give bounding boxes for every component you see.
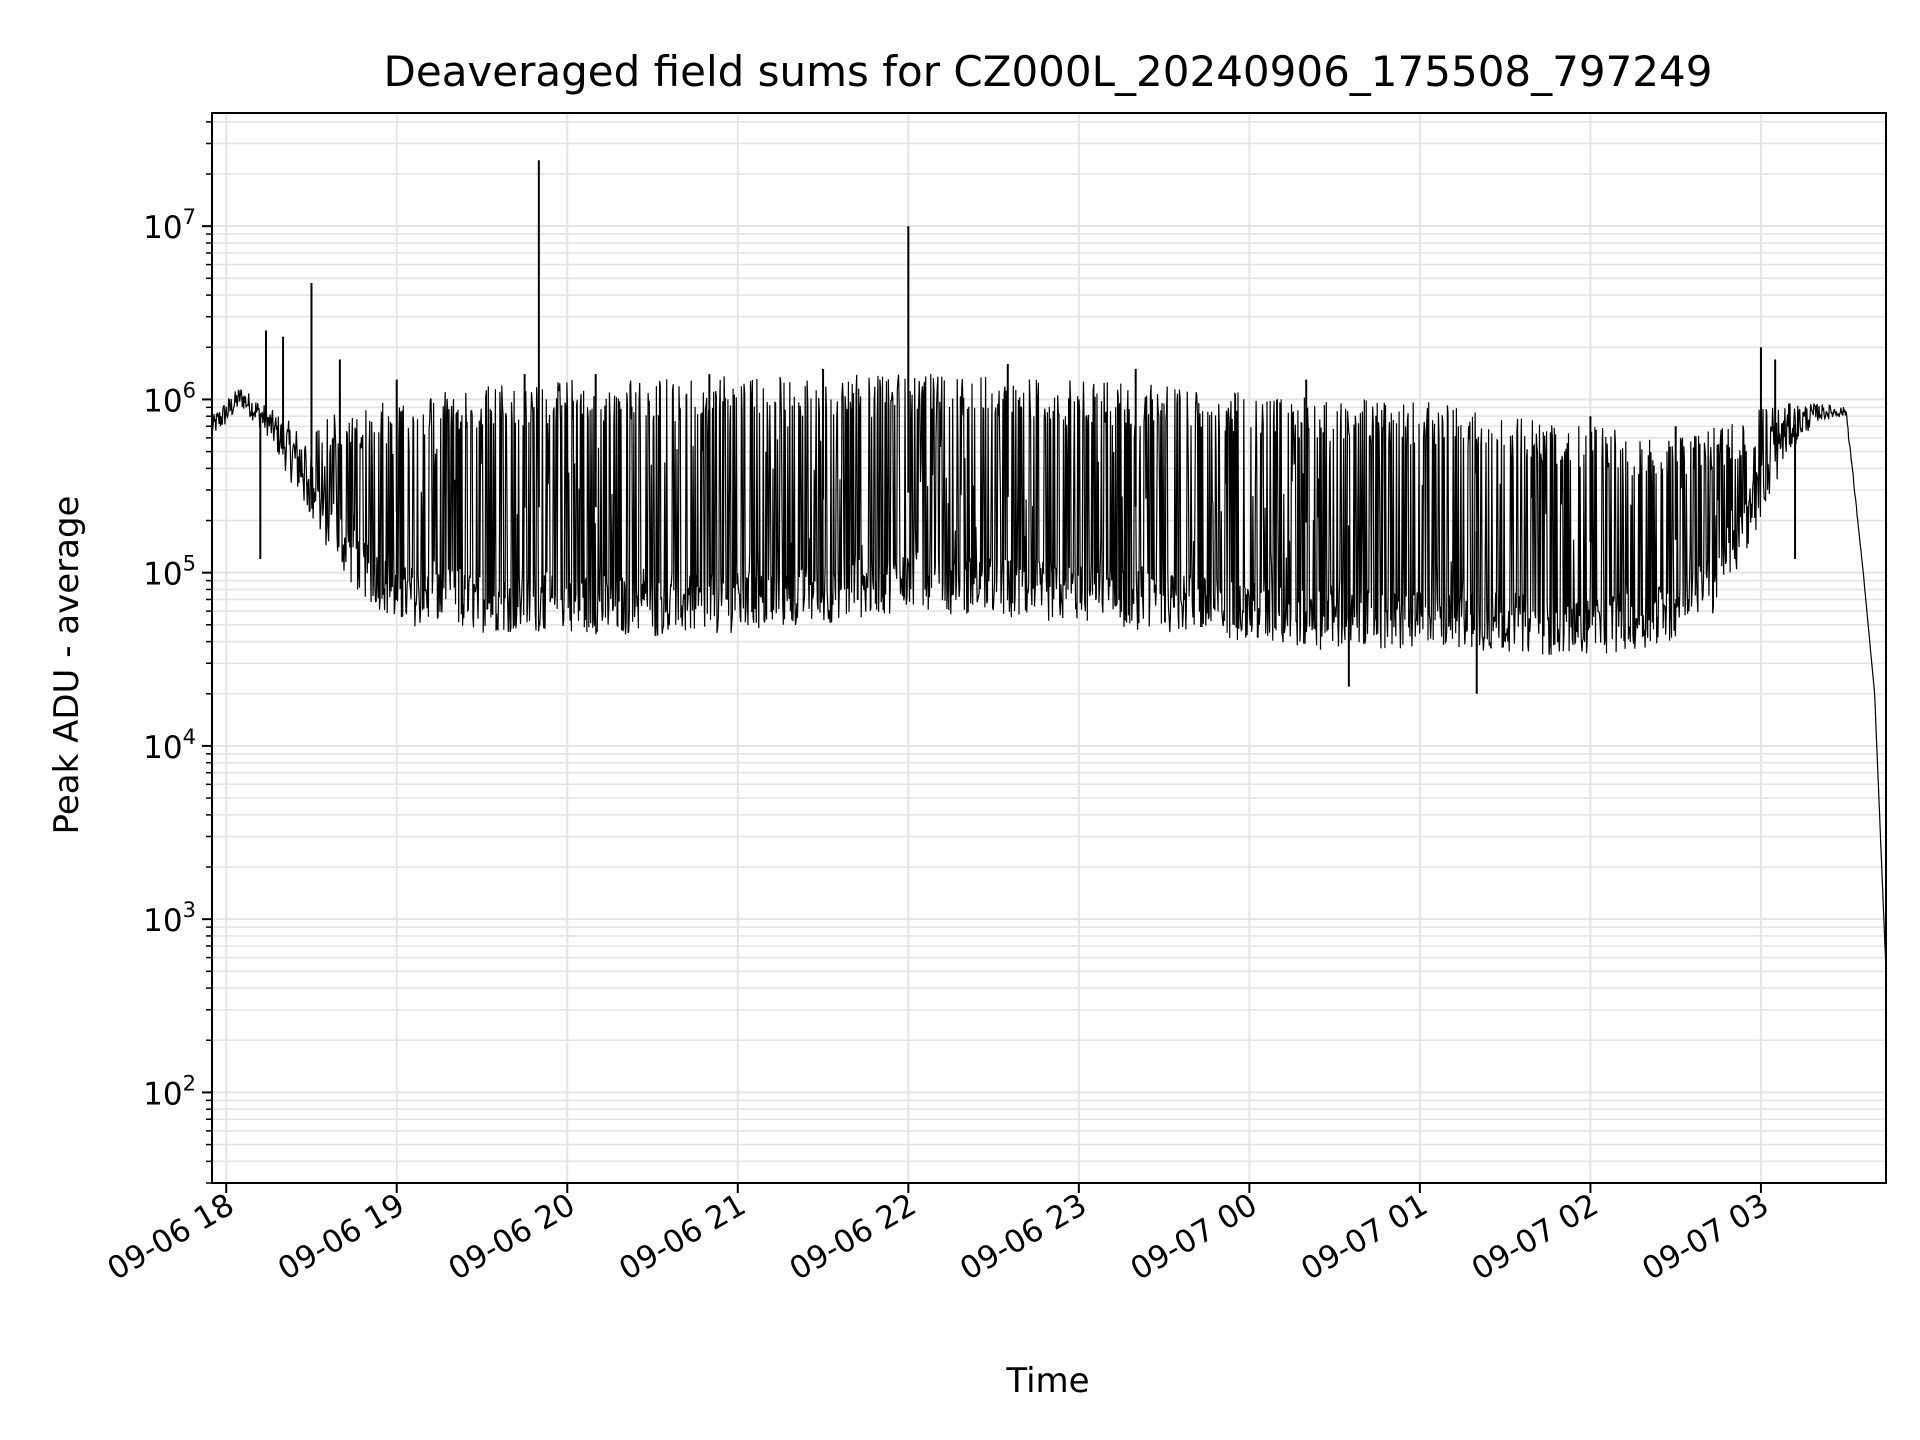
- x-axis-label: Time: [1005, 1361, 1089, 1401]
- y-axis-label: Peak ADU - average: [47, 496, 87, 835]
- series-line: [211, 374, 1887, 972]
- y-tick-label: 104: [143, 725, 196, 766]
- y-tick-label: 102: [143, 1071, 196, 1112]
- plot-frame: [211, 112, 1887, 1184]
- y-tick-label: 106: [143, 378, 196, 419]
- data-series: [211, 160, 1887, 972]
- chart-title: Deaveraged field sums for CZ000L_2024090…: [384, 47, 1713, 96]
- y-tick-label: 107: [143, 205, 196, 246]
- y-tick-label: 103: [143, 898, 196, 939]
- y-tick-label: 105: [143, 552, 196, 593]
- y-axis: 102 103 104 105 106 107: [143, 121, 212, 1184]
